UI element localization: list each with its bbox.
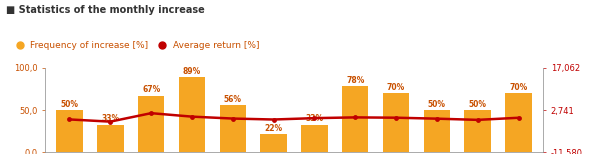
Bar [464, 110, 491, 152]
Text: 50%: 50% [428, 100, 446, 109]
Bar [301, 124, 328, 152]
Text: 89%: 89% [183, 67, 201, 76]
Text: 33%: 33% [305, 114, 323, 123]
Bar [97, 124, 124, 152]
Text: 70%: 70% [387, 83, 405, 92]
Bar [505, 93, 532, 152]
Bar [56, 110, 83, 152]
Bar [260, 134, 287, 152]
Text: ■ Statistics of the monthly increase: ■ Statistics of the monthly increase [6, 5, 205, 15]
Text: 33%: 33% [101, 114, 119, 123]
Text: 22%: 22% [265, 124, 283, 133]
Text: 67%: 67% [142, 85, 160, 94]
Bar [138, 96, 164, 152]
Legend: Frequency of increase [%], Average return [%]: Frequency of increase [%], Average retur… [11, 41, 259, 51]
Text: 50%: 50% [61, 100, 79, 109]
Text: 56%: 56% [224, 95, 242, 104]
Bar [220, 105, 246, 152]
Text: 78%: 78% [346, 76, 364, 85]
Bar [424, 110, 450, 152]
Bar [342, 86, 368, 152]
Bar [179, 77, 205, 152]
Text: 50%: 50% [469, 100, 487, 109]
Bar [383, 93, 409, 152]
Text: 70%: 70% [509, 83, 527, 92]
